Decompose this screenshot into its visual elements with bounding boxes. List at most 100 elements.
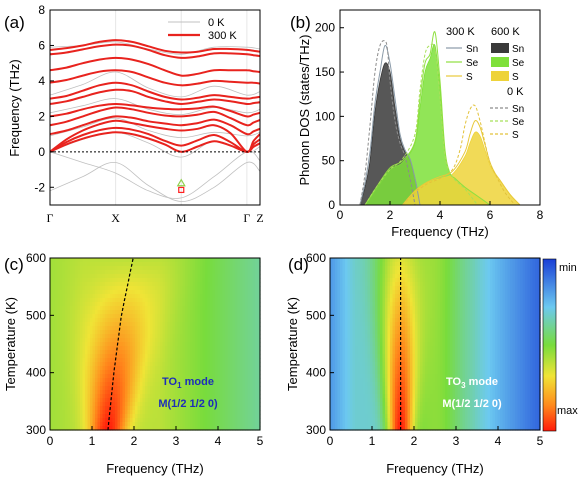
heat-cell [112,350,116,355]
heat-cell [402,310,406,315]
heat-cell [177,314,181,319]
heat-cell [77,258,81,263]
heat-cell [135,374,139,379]
heat-cell [120,386,124,391]
heat-cell [235,290,239,295]
heat-cell [95,418,99,423]
heat-cell [145,298,149,303]
heat-cell [375,270,379,275]
heat-cell [200,322,204,327]
heat-cell [105,258,109,263]
heat-cell [147,398,151,403]
heat-cell [177,350,181,355]
heat-cell [67,338,71,343]
heat-cell [125,406,129,411]
heat-cell [142,342,146,347]
heat-cell [55,370,59,375]
heat-cell [70,330,74,335]
heat-cell [190,338,194,343]
heat-cell [237,266,241,271]
heat-cell [345,310,349,315]
heat-cell [85,366,89,371]
heat-cell [185,354,189,359]
heat-cell [450,290,454,295]
heat-cell [65,418,69,423]
heat-cell [412,314,416,319]
heat-cell [212,290,216,295]
heat-cell [67,362,71,367]
heat-cell [437,302,441,307]
heat-cell [197,370,201,375]
heat-cell [132,266,136,271]
heat-cell [242,286,246,291]
heat-cell [60,318,64,323]
heat-cell [335,262,339,267]
heat-cell [52,426,56,431]
heat-cell [245,322,249,327]
heat-cell [162,362,166,367]
heat-cell [87,398,91,403]
heat-cell [227,294,231,299]
heat-cell [387,282,391,287]
heat-cell [97,274,101,279]
heat-cell [90,334,94,339]
heat-cell [222,342,226,347]
heat-cell [57,354,61,359]
heat-cell [97,390,101,395]
heat-cell [352,302,356,307]
heat-cell [135,378,139,383]
heat-cell [330,302,334,307]
heat-cell [240,278,244,283]
heat-cell [77,418,81,423]
heat-cell [402,282,406,287]
heat-cell [220,314,224,319]
heat-cell [247,266,251,271]
heat-cell [222,314,226,319]
heat-cell [412,266,416,271]
heat-cell [82,270,86,275]
heat-cell [437,310,441,315]
heat-cell [207,274,211,279]
heat-cell [235,418,239,423]
heat-cell [55,322,59,327]
y-tick-label: 4 [38,74,45,88]
heat-cell [440,278,444,283]
heat-cell [165,390,169,395]
heat-cell [227,422,231,427]
heat-cell [225,338,229,343]
heat-cell [165,334,169,339]
heat-cell [382,286,386,291]
heat-cell [390,298,394,303]
heat-cell [435,278,439,283]
heat-cell [197,418,201,423]
heat-cell [222,334,226,339]
heat-cell [487,306,491,311]
band-0k [50,98,260,116]
heat-cell [140,394,144,399]
heat-cell [197,310,201,315]
heat-cell [222,262,226,267]
heat-cell [200,334,204,339]
heat-cell [245,386,249,391]
heat-cell [77,366,81,371]
heat-cell [477,302,481,307]
heat-cell [112,422,116,427]
heat-cell [77,326,81,331]
heat-cell [400,310,404,315]
heat-cell [65,382,69,387]
heat-cell [210,358,214,363]
heat-cell [155,330,159,335]
heat-cell [167,374,171,379]
heat-cell [55,366,59,371]
heat-cell [437,258,441,263]
panel-c-y-label: Temperature (K) [3,297,18,391]
heat-cell [415,310,419,315]
heat-cell [340,298,344,303]
heat-cell [135,386,139,391]
heat-cell [425,294,429,299]
heat-cell [435,262,439,267]
heat-cell [425,262,429,267]
heat-cell [475,278,479,283]
heat-cell [115,278,119,283]
heat-cell [397,270,401,275]
